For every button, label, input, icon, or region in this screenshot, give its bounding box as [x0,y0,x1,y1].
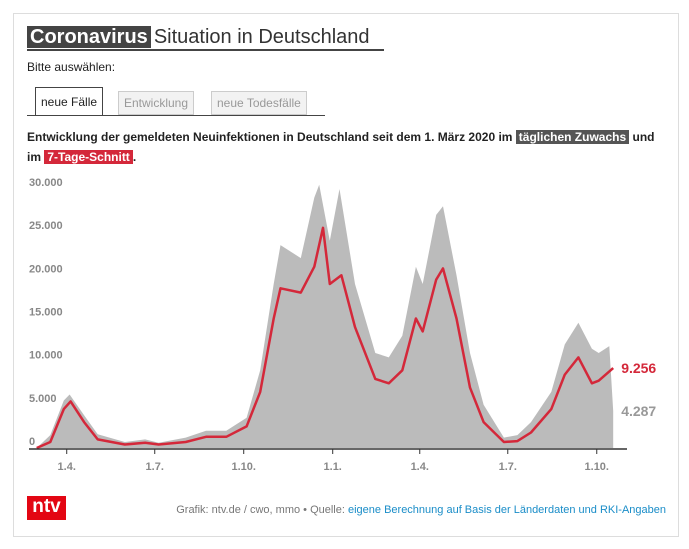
average-line [36,226,615,450]
chart-svg: 0 5.000 10.000 15.000 20.000 25.000 30.000 1.4.… [29,177,656,473]
desc-text: und im [27,130,655,164]
chart-widget: Coronavirus Situation in Deutschland Bitt… [13,13,679,537]
x-tick-label: 1.4. [411,461,429,473]
tab-neue-todesfaelle[interactable]: neue Todesfälle [211,91,307,115]
x-tick-label: 1.4. [58,461,76,473]
average-end-label: 9.256 [621,360,656,376]
y-tick-label: 20.000 [29,263,63,275]
source-link[interactable]: eigene Berechnung auf Basis der Länderda… [347,504,666,516]
y-tick-label: 10.000 [29,350,63,362]
y-tick-label: 25.000 [29,220,63,232]
legend-average: 7-Tage-Schnitt [44,150,133,164]
y-tick-label: 0 [29,436,35,448]
x-tick-label: 1.10. [231,461,255,473]
tab-neue-faelle[interactable]: neue Fälle [35,87,104,115]
select-prompt: Bitte auswählen: [27,60,116,74]
daily-area [36,184,614,448]
legend-daily: täglichen Zuwachs [515,130,630,144]
desc-text: Entwicklung der gemeldeten Neuinfektione… [27,130,513,144]
ntv-logo: ntv [27,496,66,520]
x-tick-label: 1.7. [499,461,517,473]
title-rest: Situation in Deutschland [153,26,370,48]
tab-entwicklung[interactable]: Entwicklung [118,91,195,115]
x-tick-label: 1.10. [585,461,609,473]
y-tick-label: 30.000 [29,177,63,189]
x-tick-label: 1.1. [324,461,342,473]
title-highlight: Coronavirus [27,26,151,48]
credit-line: Grafik: ntv.de / cwo, mmo • Quelle: eige… [176,504,666,516]
desc-text: . [132,150,137,164]
tab-bar: neue Fälle Entwicklung neue Todesfälle [27,87,325,116]
y-tick-label: 15.000 [29,307,63,319]
daily-end-label: 4.287 [621,403,656,419]
chart-description: Entwicklung der gemeldeten Neuinfektione… [27,127,667,167]
x-tick-label: 1.7. [146,461,164,473]
y-tick-label: 5.000 [29,393,57,405]
credit-text: Grafik: ntv.de / cwo, mmo • Quelle: [176,504,345,516]
page-title: Coronavirus Situation in Deutschland [27,25,384,51]
